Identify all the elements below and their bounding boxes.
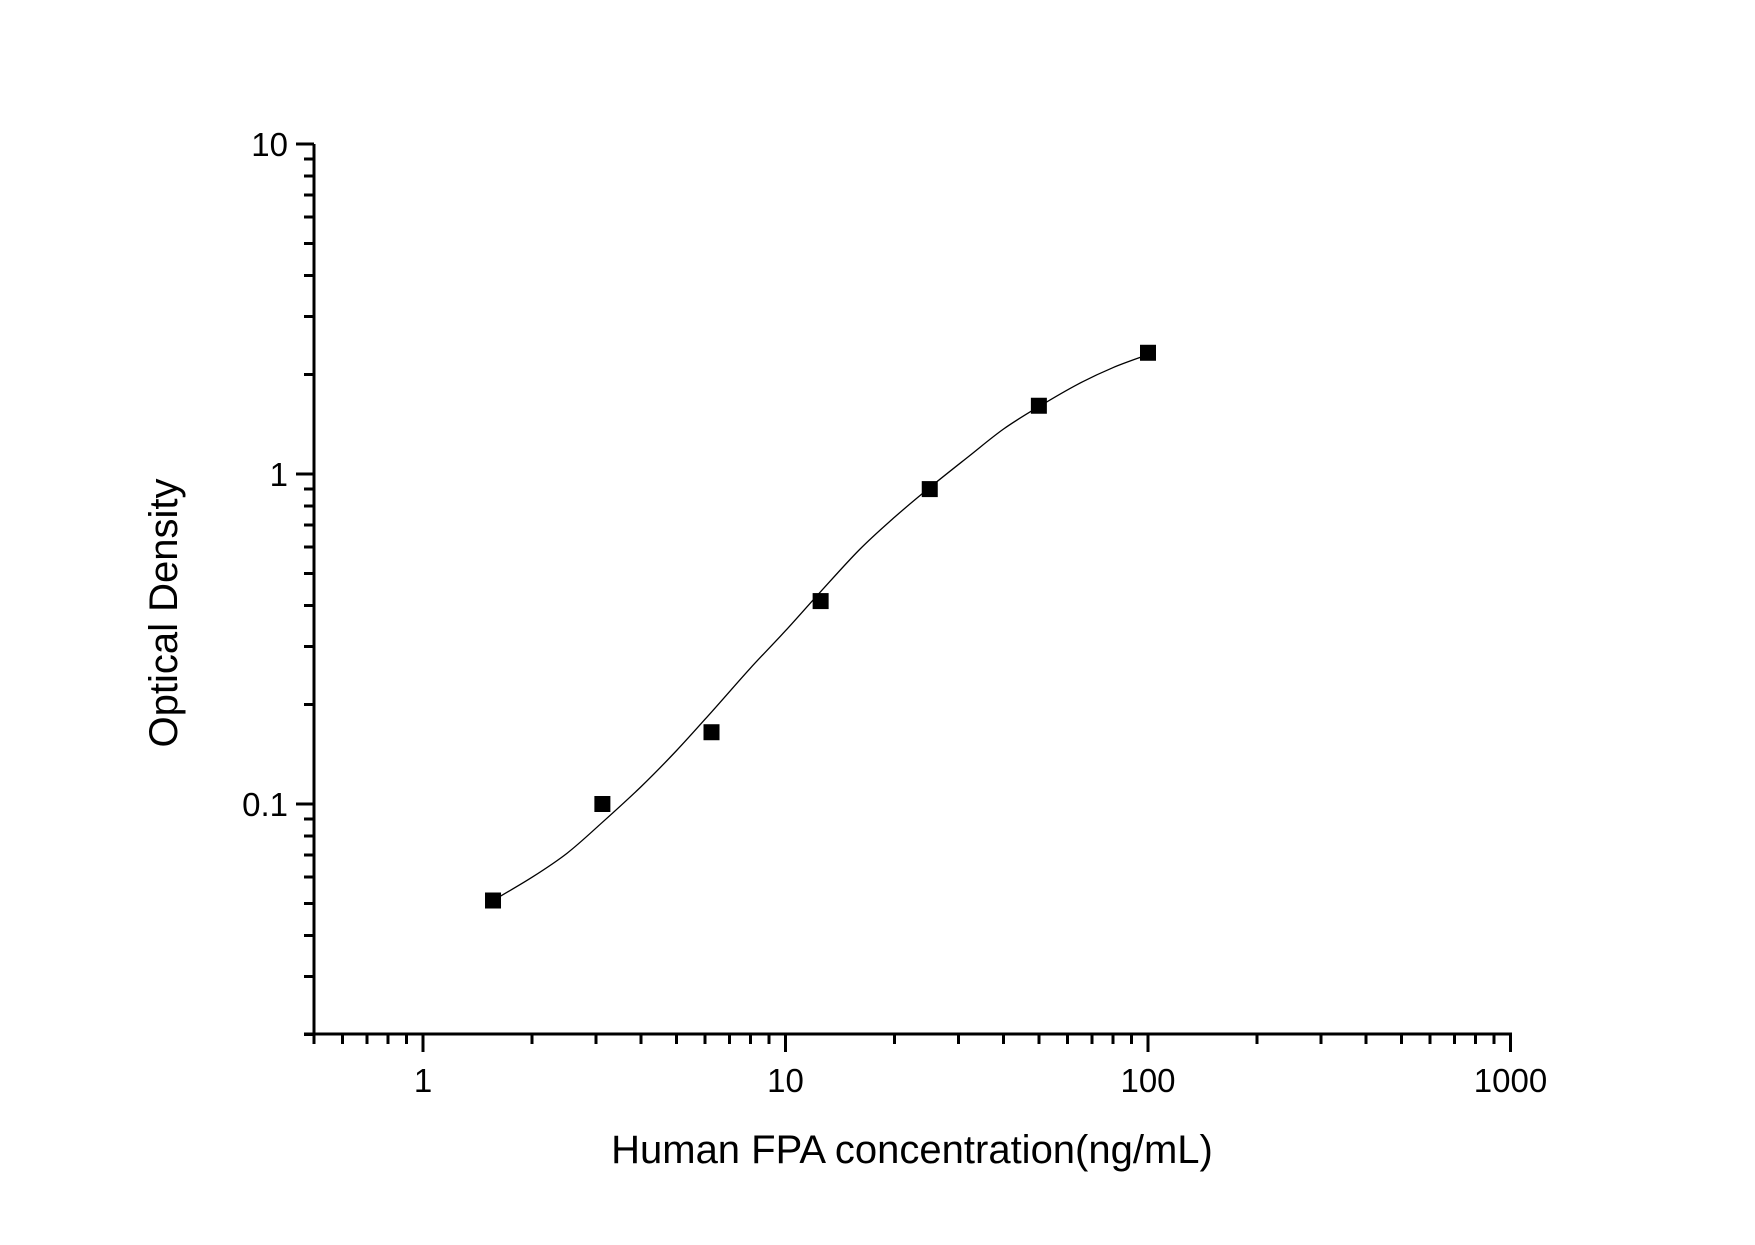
x-tick-label: 1000	[1474, 1062, 1547, 1099]
data-point-marker	[485, 892, 502, 909]
x-tick-label: 100	[1120, 1062, 1175, 1099]
y-tick-label: 0.1	[242, 786, 288, 823]
data-point-marker	[1140, 344, 1156, 361]
data-points-layer	[485, 344, 1156, 909]
y-axis-title: Optical Density	[142, 479, 186, 748]
fit-curve-line	[492, 354, 1149, 902]
data-point-marker	[812, 593, 829, 610]
y-tick-label: 1	[270, 456, 288, 493]
axes	[312, 144, 1512, 1036]
x-tick-label: 1	[414, 1062, 432, 1099]
data-point-marker	[1030, 397, 1047, 414]
data-point-marker	[703, 724, 720, 741]
x-axis-title: Human FPA concentration(ng/mL)	[611, 1128, 1213, 1172]
fit-curve-layer	[492, 354, 1149, 902]
data-point-marker	[594, 796, 611, 812]
y-tick-label: 10	[251, 126, 288, 163]
x-axis-ticks: 1 10 100 1000	[312, 1034, 1547, 1099]
x-tick-label: 10	[767, 1062, 804, 1099]
y-axis-ticks: 0.1 1 10	[242, 126, 314, 1037]
data-point-marker	[921, 481, 938, 498]
